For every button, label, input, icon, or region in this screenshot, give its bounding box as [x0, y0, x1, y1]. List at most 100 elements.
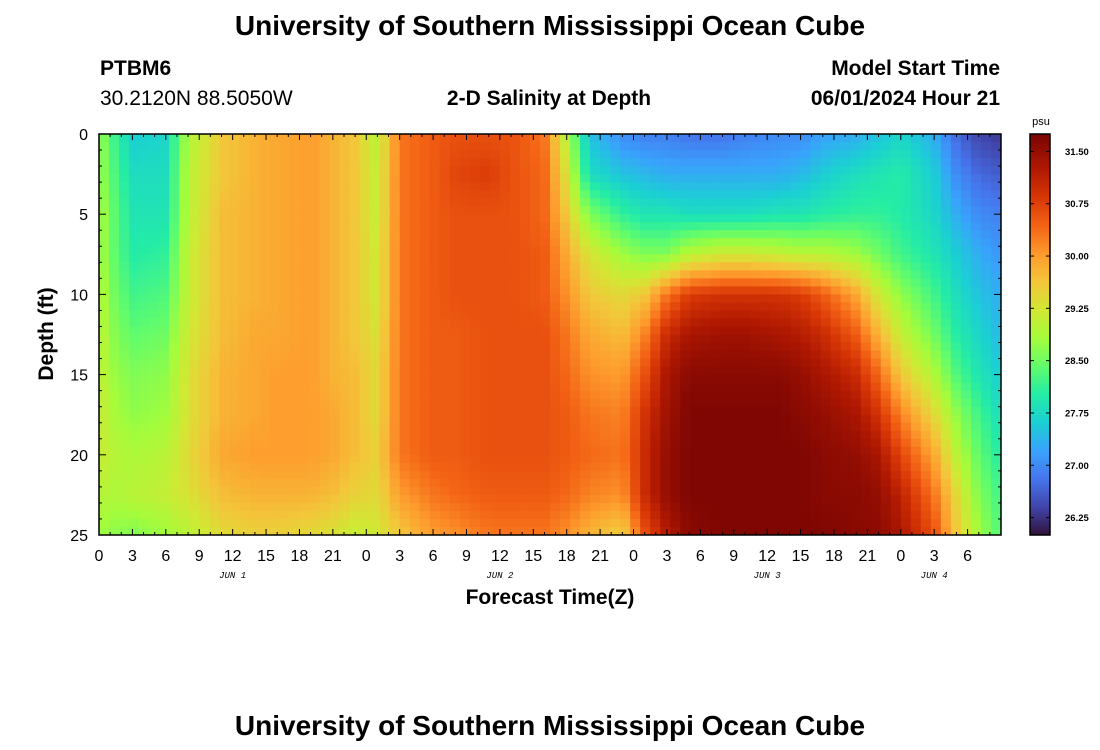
heatmap-cell: [259, 486, 270, 496]
heatmap-cell: [359, 270, 371, 279]
heatmap-cell: [519, 518, 531, 528]
heatmap-cell: [239, 246, 250, 255]
heatmap-cell: [850, 470, 862, 480]
heatmap-cell: [560, 406, 571, 416]
heatmap-cell: [800, 206, 812, 215]
heatmap-cell: [279, 294, 291, 304]
heatmap-cell: [209, 206, 220, 215]
heatmap-cell: [429, 222, 441, 231]
heatmap-cell: [369, 478, 381, 488]
heatmap-cell: [830, 174, 842, 183]
heatmap-cell: [529, 318, 541, 328]
heatmap-cell: [149, 318, 160, 328]
heatmap-cell: [630, 142, 641, 151]
heatmap-cell: [850, 222, 862, 231]
heatmap-cell: [189, 294, 200, 304]
heatmap-cell: [259, 326, 270, 336]
heatmap-cell: [930, 222, 942, 231]
heatmap-cell: [119, 294, 130, 304]
heatmap-cell: [920, 302, 932, 312]
heatmap-cell: [910, 278, 922, 287]
heatmap-cell: [409, 398, 421, 408]
heatmap-cell: [489, 462, 501, 472]
heatmap-cell: [610, 134, 621, 143]
heatmap-cell: [529, 142, 541, 151]
heatmap-cell: [449, 374, 461, 384]
heatmap-cell: [159, 238, 170, 247]
heatmap-cell: [489, 302, 501, 312]
heatmap-cell: [529, 190, 541, 199]
heatmap-cell: [550, 326, 561, 336]
heatmap-cell: [429, 214, 441, 223]
heatmap-cell: [489, 190, 501, 199]
heatmap-cell: [429, 158, 441, 167]
heatmap-cell: [760, 214, 772, 223]
heatmap-cell: [129, 326, 140, 336]
heatmap-cell: [239, 254, 250, 263]
heatmap-cell: [119, 158, 130, 167]
heatmap-cell: [800, 342, 812, 352]
heatmap-cell: [369, 190, 381, 199]
heatmap-cell: [249, 270, 260, 279]
heatmap-cell: [570, 142, 581, 151]
heatmap-cell: [189, 430, 200, 440]
heatmap-cell: [910, 134, 922, 143]
heatmap-cell: [730, 438, 742, 448]
heatmap-cell: [489, 158, 501, 167]
heatmap-cell: [219, 246, 230, 255]
heatmap-cell: [680, 422, 691, 432]
heatmap-cell: [860, 278, 872, 287]
heatmap-cell: [610, 438, 621, 448]
heatmap-cell: [249, 246, 260, 255]
heatmap-cell: [990, 518, 1001, 528]
heatmap-cell: [509, 230, 521, 239]
heatmap-cell: [429, 318, 441, 328]
heatmap-cell: [670, 398, 681, 408]
heatmap-cell: [980, 462, 992, 472]
heatmap-cell: [169, 318, 180, 328]
heatmap-cell: [610, 430, 621, 440]
heatmap-cell: [890, 246, 902, 255]
heatmap-cell: [379, 446, 391, 456]
heatmap-cell: [770, 526, 782, 535]
heatmap-cell: [409, 278, 421, 287]
heatmap-cell: [920, 222, 932, 231]
colorbar-tick-label: 27.00: [1065, 461, 1089, 472]
heatmap-cell: [550, 518, 561, 528]
heatmap-cell: [640, 294, 651, 304]
heatmap-cell: [479, 390, 491, 400]
heatmap-cell: [289, 214, 301, 223]
heatmap-cell: [830, 246, 842, 255]
heatmap-cell: [219, 334, 230, 344]
heatmap-cell: [900, 174, 912, 183]
heatmap-cell: [219, 182, 230, 191]
heatmap-cell: [309, 238, 321, 247]
heatmap-cell: [119, 214, 130, 223]
heatmap-cell: [119, 358, 130, 368]
heatmap-cell: [129, 174, 140, 183]
heatmap-cell: [910, 142, 922, 151]
heatmap-cell: [630, 302, 641, 312]
heatmap-cell: [950, 470, 962, 480]
heatmap-cell: [900, 134, 912, 143]
heatmap-cell: [660, 142, 671, 151]
heatmap-cell: [890, 278, 902, 287]
heatmap-cell: [600, 286, 611, 295]
heatmap-cell: [710, 374, 721, 384]
heatmap-cell: [610, 174, 621, 183]
heatmap-cell: [539, 166, 551, 175]
heatmap-cell: [529, 438, 541, 448]
heatmap-cell: [489, 334, 501, 344]
heatmap-cell: [269, 238, 280, 247]
heatmap-cell: [399, 486, 411, 496]
heatmap-cell: [650, 398, 661, 408]
heatmap-cell: [179, 270, 190, 279]
heatmap-cell: [289, 270, 301, 279]
heatmap-cell: [750, 214, 762, 223]
heatmap-cell: [930, 478, 942, 488]
heatmap-cell: [620, 486, 631, 496]
heatmap-cell: [399, 382, 411, 392]
heatmap-cell: [349, 518, 361, 528]
heatmap-cell: [890, 214, 902, 223]
heatmap-cell: [189, 494, 200, 504]
